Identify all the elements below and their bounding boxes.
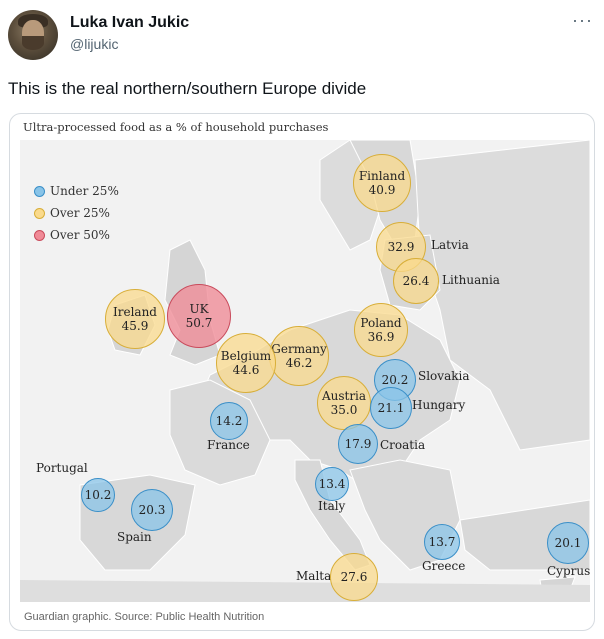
bubble-italy: 13.4 bbox=[315, 467, 349, 501]
label-greece: Greece bbox=[422, 559, 466, 573]
legend-label: Under 25% bbox=[50, 184, 119, 198]
europe-map: Under 25% Over 25% Over 50% Finland 40.9… bbox=[20, 140, 590, 602]
legend-dot-yellow-icon bbox=[34, 207, 45, 219]
country-value: 46.2 bbox=[285, 356, 313, 370]
bubble-uk: UK 50.7 bbox=[167, 284, 231, 348]
legend-dot-cyan-icon bbox=[34, 185, 45, 197]
bubble-hungary: 21.1 bbox=[370, 387, 412, 429]
avatar-beard bbox=[22, 36, 44, 50]
country-name: UK bbox=[189, 302, 209, 316]
country-name: Germany bbox=[271, 342, 327, 356]
bubble-poland: Poland 36.9 bbox=[354, 303, 408, 357]
country-value: 50.7 bbox=[185, 316, 213, 330]
country-value: 20.1 bbox=[554, 536, 582, 550]
country-name: Austria bbox=[321, 389, 367, 403]
label-spain: Spain bbox=[117, 530, 152, 544]
bubble-greece: 13.7 bbox=[424, 524, 460, 560]
country-value: 26.4 bbox=[402, 274, 430, 288]
country-value: 17.9 bbox=[344, 437, 372, 451]
country-value: 10.2 bbox=[84, 488, 112, 502]
author-handle[interactable]: @lijukic bbox=[70, 36, 119, 52]
country-value: 20.3 bbox=[138, 503, 166, 517]
bubble-france: 14.2 bbox=[210, 402, 248, 440]
bubble-germany: Germany 46.2 bbox=[269, 326, 329, 386]
country-value: 32.9 bbox=[387, 240, 415, 254]
label-slovakia: Slovakia bbox=[418, 369, 470, 383]
legend-label: Over 25% bbox=[50, 206, 110, 220]
country-value: 36.9 bbox=[367, 330, 395, 344]
tweet-text: This is the real northern/southern Europ… bbox=[8, 79, 367, 98]
bubble-ireland: Ireland 45.9 bbox=[105, 289, 165, 349]
tweet-media-card[interactable]: Ultra-processed food as a % of household… bbox=[9, 113, 595, 631]
legend-item-over-25: Over 25% bbox=[34, 202, 119, 224]
label-portugal: Portugal bbox=[36, 461, 88, 475]
bubble-croatia: 17.9 bbox=[338, 424, 378, 464]
label-latvia: Latvia bbox=[431, 238, 469, 252]
legend-item-over-50: Over 50% bbox=[34, 224, 119, 246]
country-value: 20.2 bbox=[381, 373, 409, 387]
country-value: 40.9 bbox=[368, 183, 396, 197]
more-options-icon[interactable]: ··· bbox=[572, 10, 593, 30]
bubble-cyprus: 20.1 bbox=[547, 522, 589, 564]
legend-dot-red-icon bbox=[34, 229, 45, 241]
legend-item-under-25: Under 25% bbox=[34, 180, 119, 202]
bubble-austria: Austria 35.0 bbox=[317, 376, 371, 430]
country-name: Finland bbox=[358, 169, 406, 183]
bubble-belgium: Belgium 44.6 bbox=[216, 333, 276, 393]
country-value: 44.6 bbox=[232, 363, 260, 377]
bubble-portugal: 10.2 bbox=[81, 478, 115, 512]
label-italy: Italy bbox=[318, 499, 346, 513]
label-france: France bbox=[207, 438, 250, 452]
label-cyprus: Cyprus bbox=[547, 564, 590, 578]
country-value: 14.2 bbox=[215, 414, 243, 428]
country-value: 45.9 bbox=[121, 319, 149, 333]
label-hungary: Hungary bbox=[412, 398, 466, 412]
chart-source: Guardian graphic. Source: Public Health … bbox=[24, 611, 265, 623]
bubble-finland: Finland 40.9 bbox=[353, 154, 411, 212]
map-legend: Under 25% Over 25% Over 50% bbox=[34, 180, 119, 246]
label-croatia: Croatia bbox=[380, 438, 426, 452]
country-value: 21.1 bbox=[377, 401, 405, 415]
author-avatar[interactable] bbox=[8, 10, 58, 60]
bubble-malta: 27.6 bbox=[330, 553, 378, 601]
chart-title: Ultra-processed food as a % of household… bbox=[23, 120, 329, 134]
legend-label: Over 50% bbox=[50, 228, 110, 242]
author-name[interactable]: Luka Ivan Jukic bbox=[70, 14, 190, 31]
country-value: 13.4 bbox=[318, 477, 346, 491]
map-landmass bbox=[20, 140, 590, 602]
country-value: 13.7 bbox=[428, 535, 456, 549]
country-value: 35.0 bbox=[330, 403, 358, 417]
bubble-spain: 20.3 bbox=[131, 489, 173, 531]
country-value: 27.6 bbox=[340, 570, 368, 584]
label-malta: Malta bbox=[296, 569, 332, 583]
country-name: Belgium bbox=[220, 349, 272, 363]
label-lithuania: Lithuania bbox=[442, 273, 500, 287]
bubble-lithuania: 26.4 bbox=[393, 258, 439, 304]
country-name: Poland bbox=[360, 316, 402, 330]
country-name: Ireland bbox=[113, 305, 157, 319]
